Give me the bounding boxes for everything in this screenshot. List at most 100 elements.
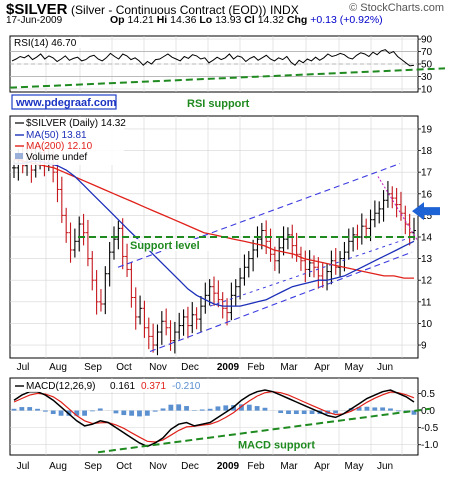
macd-value: 0.161 (110, 381, 135, 392)
macd-x-label: Nov (149, 461, 167, 472)
support-label-bg (128, 239, 210, 251)
price-x-label: Dec (181, 362, 199, 373)
macd-histogram-bar (278, 410, 284, 414)
macd-x-label: Jul (17, 461, 30, 472)
symbol: $SILVER (6, 1, 68, 18)
macd-histogram-bar (309, 410, 315, 415)
macd-histogram-bar (137, 410, 142, 417)
macd-histogram-bar (176, 404, 182, 411)
open-label: Op (110, 14, 125, 26)
macd-histogram-bar (364, 406, 370, 411)
brand-label[interactable]: © StockCharts.com (349, 2, 444, 14)
price-x-label: Nov (149, 362, 167, 373)
ma50-legend: MA(50) 13.81 (26, 130, 87, 141)
macd-x-label: May (345, 461, 364, 472)
macd-histogram-bar (152, 410, 158, 412)
macd-x-label: Dec (181, 461, 199, 472)
rsi-line (11, 49, 415, 67)
price-x-label: Jun (377, 362, 393, 373)
macd-ytick-label: 0.5 (421, 389, 435, 400)
macd-histogram-bar (411, 410, 417, 415)
support-level-label: Support level (130, 240, 200, 252)
macd-histogram-bar (27, 407, 33, 411)
website-box (11, 94, 117, 110)
macd-histogram-bar (254, 406, 260, 411)
price-legend-bg (12, 117, 124, 165)
rsi-ytick-label: 30 (421, 72, 433, 83)
macd-histogram-bar (207, 408, 213, 411)
macd-x-label: Oct (116, 461, 132, 472)
macd-histogram-bar (395, 410, 401, 412)
macd-legend-bg (12, 379, 228, 392)
ma200-line (13, 158, 414, 279)
macd-histogram-bar (35, 408, 40, 411)
change-value: +0.13 (+0.92%) (310, 14, 383, 26)
histogram-value: -0.210 (172, 381, 201, 392)
macd-histogram-bar (11, 408, 17, 411)
symbol-description: (Silver - Continuous Contract (EOD)) (71, 3, 267, 17)
quote-line: Op 14.21 Hi 14.36 Lo 13.93 Cl 14.32 Chg … (110, 14, 383, 26)
signal-value: 0.371 (141, 381, 166, 392)
ma50-line (14, 160, 415, 307)
price-ytick-label: 13 (421, 254, 433, 265)
price-ytick-label: 10 (421, 319, 433, 330)
inner-channel-line (209, 236, 413, 307)
macd-x-label: 2009 (217, 461, 240, 472)
high-label: Hi (156, 14, 168, 26)
macd-histogram-bar (262, 407, 268, 411)
price-ytick-label: 15 (421, 211, 433, 222)
price-x-label: 2009 (217, 362, 240, 373)
rsi-ytick-label: 50 (421, 60, 433, 71)
macd-ytick-label: -1.0 (421, 440, 439, 451)
macd-histogram-bar (333, 410, 338, 414)
macd-histogram-bar (144, 410, 150, 416)
macd-signal-line (13, 391, 415, 443)
macd-ytick-label: -0.5 (421, 423, 439, 434)
macd-histogram-bar (19, 407, 25, 411)
macd-x-label: Sep (84, 461, 102, 472)
macd-histogram-bar (215, 406, 221, 411)
macd-line (13, 389, 415, 448)
rsi-title-bg (12, 37, 90, 48)
resistance-trendline (377, 176, 419, 242)
website-label: www.pdegraaf.com (15, 97, 117, 109)
price-panel: 9 10 11 12 13 14 15 16 17 18 19 Support level $SILVE… (9, 115, 440, 359)
macd-histogram-bar (42, 410, 48, 412)
exchange: INDX (270, 3, 299, 17)
macd-histogram-bar (121, 410, 127, 416)
symbol-title: $SILVER (Silver - Continuous Contract (E… (6, 1, 299, 18)
macd-histogram-bar (97, 408, 103, 411)
macd-title: MACD(12,26,9) (26, 381, 95, 392)
price-ytick-label: 17 (421, 168, 433, 179)
volume-legend: Volume undef (26, 152, 87, 163)
macd-histogram-bar (286, 410, 291, 415)
price-x-label: Sep (84, 362, 102, 373)
macd-panel: -1.0 -0.5 0.0 0.5 MACD support MACD(12,26,9) 0… (9, 377, 439, 456)
macd-x-label: Mar (280, 461, 298, 472)
price-x-label: Jul (17, 362, 30, 373)
price-ytick-label: 11 (421, 297, 432, 308)
macd-histogram-bar (356, 407, 362, 411)
price-x-label: May (345, 362, 364, 373)
price-ytick-label: 12 (421, 276, 433, 287)
macd-histogram-bar (129, 410, 135, 416)
price-arrow-icon (412, 202, 440, 221)
price-x-label: Mar (280, 362, 298, 373)
macd-support-trendline (97, 407, 431, 454)
macd-histogram-bar (388, 408, 393, 411)
close-value: 14.32 (257, 14, 284, 26)
low-label: Lo (199, 14, 213, 26)
price-ytick-label: 9 (421, 341, 427, 352)
rsi-title: RSI(14) 46.70 (14, 38, 77, 49)
rsi-ytick-label: 10 (421, 84, 433, 95)
macd-x-label: Jun (377, 461, 393, 472)
x-axis: Jul Aug Sep Oct Nov Dec 2009 Feb Mar Apr May Jun Jul… (17, 362, 393, 472)
macd-histogram-bar (199, 409, 205, 411)
macd-histogram-bar (168, 404, 174, 411)
macd-histogram-bar (50, 410, 56, 415)
rsi-ytick-label: 90 (421, 35, 433, 46)
price-title: $SILVER (Daily) 14.32 (26, 118, 126, 129)
close-label: Cl (244, 14, 255, 26)
